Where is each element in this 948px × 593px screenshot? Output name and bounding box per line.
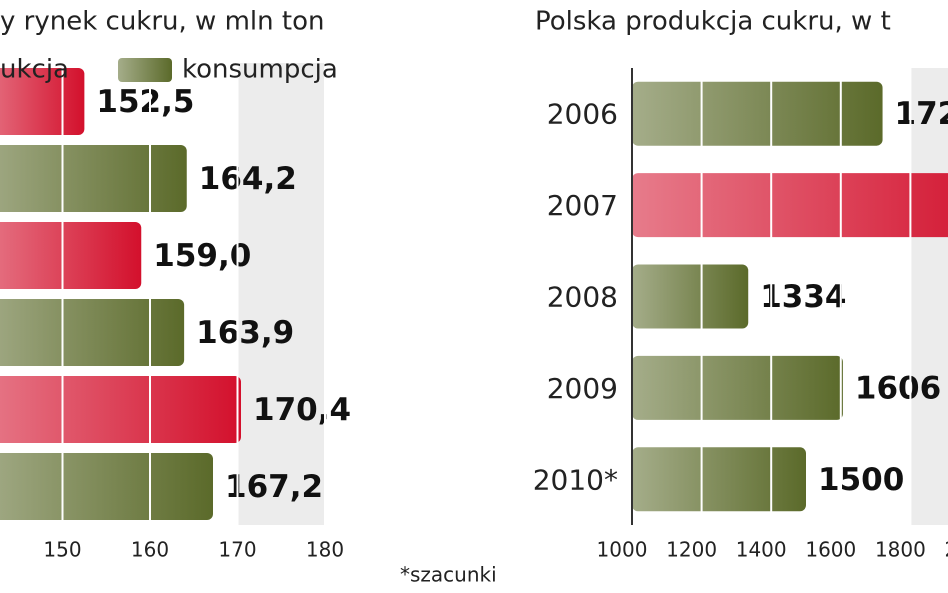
data-label: 159,0 bbox=[153, 238, 251, 274]
plot-background bbox=[237, 63, 325, 525]
bar bbox=[0, 453, 213, 520]
bar bbox=[0, 299, 185, 366]
y-tick-label: 2009 bbox=[547, 372, 618, 405]
y-tick-label: 2008 bbox=[547, 281, 618, 314]
bar bbox=[632, 81, 883, 146]
data-label: 163,9 bbox=[196, 315, 294, 351]
bar bbox=[0, 222, 142, 289]
bar bbox=[632, 447, 806, 512]
data-label: 152,5 bbox=[96, 84, 194, 120]
x-tick-label: 1400 bbox=[736, 538, 787, 562]
data-label: 1334 bbox=[760, 279, 846, 315]
chart-title: y rynek cukru, w mln ton bbox=[0, 7, 324, 37]
x-tick-label: 180 bbox=[306, 538, 344, 562]
y-tick-label: 2007 bbox=[547, 189, 618, 222]
x-tick-label: 160 bbox=[131, 538, 169, 562]
legend-swatch bbox=[118, 58, 172, 82]
data-label: 167,2 bbox=[225, 469, 323, 505]
x-tick-label: 1800 bbox=[875, 538, 926, 562]
legend-label: ukcja bbox=[0, 55, 69, 85]
bar bbox=[632, 264, 749, 329]
chart-title: Polska produkcja cukru, w t bbox=[535, 7, 891, 37]
bar bbox=[632, 355, 843, 420]
x-tick-label: 1000 bbox=[597, 538, 648, 562]
x-tick-label: 2000 bbox=[945, 538, 948, 562]
data-label: 1500 bbox=[818, 462, 904, 498]
data-label: 170,4 bbox=[253, 392, 351, 428]
note: *szacunki bbox=[400, 563, 497, 587]
bar bbox=[0, 145, 187, 212]
bar bbox=[632, 173, 948, 238]
x-tick-label: 1200 bbox=[666, 538, 717, 562]
legend-label: konsumpcja bbox=[182, 55, 338, 85]
x-tick-label: 150 bbox=[43, 538, 81, 562]
data-label: 1606 bbox=[855, 370, 941, 406]
y-tick-label: 2006 bbox=[547, 98, 618, 131]
data-label: 164,2 bbox=[199, 161, 297, 197]
x-tick-label: 1600 bbox=[805, 538, 856, 562]
y-tick-label: 2010* bbox=[533, 463, 618, 496]
x-tick-label: 170 bbox=[218, 538, 256, 562]
plot-background bbox=[910, 68, 948, 525]
bar bbox=[0, 376, 241, 443]
